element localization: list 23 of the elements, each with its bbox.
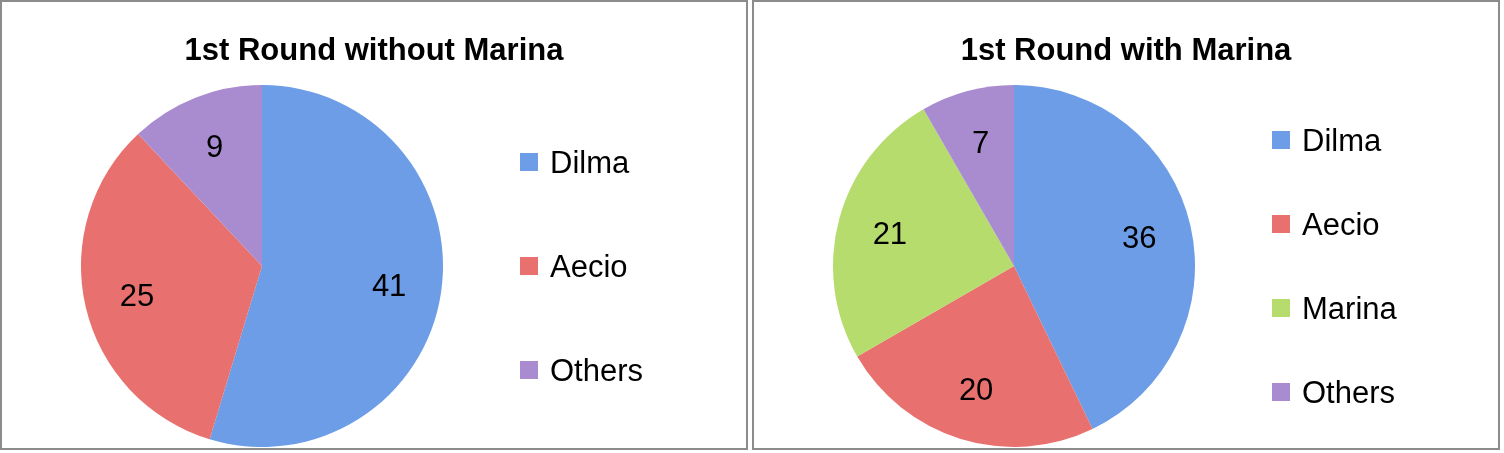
data-label: 25 [119,278,155,314]
data-label: 21 [872,215,908,251]
legend-label: Dilma [550,144,630,180]
legend-label: Aecio [1302,206,1380,242]
legend-label: Marina [1302,290,1398,326]
chart-title: 1st Round without Marina [184,32,565,67]
pie-slice [833,109,1014,357]
pie-slice [1014,85,1195,430]
legend-label: Dilma [1302,122,1382,158]
pie-slice [923,85,1014,266]
data-label: 9 [206,129,224,165]
pie-slice [209,85,443,447]
legend-label: Others [550,352,644,388]
data-label: 36 [1122,220,1157,256]
legend-label: Others [1302,374,1396,410]
data-label: 41 [371,267,407,303]
chart-title: 1st Round with Marina [960,32,1293,67]
legend-label: Aecio [550,248,628,284]
pie-slice [81,134,262,440]
pie-slice [138,85,262,266]
pie-slice [857,266,1093,447]
data-label: 20 [958,371,994,407]
data-label: 7 [972,124,990,160]
